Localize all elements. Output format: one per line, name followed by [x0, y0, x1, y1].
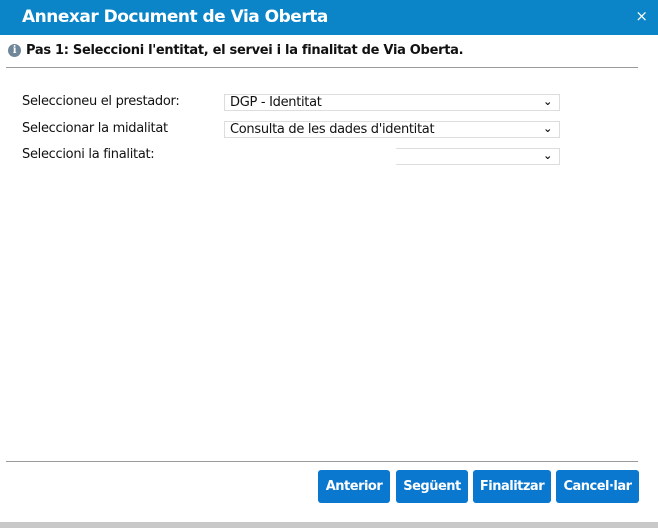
prestador-select[interactable]: DGP - Identitat ⌄ [224, 94, 560, 111]
cancelar-button[interactable]: Cancel·lar [556, 470, 639, 503]
finalitzar-button[interactable]: Finalitzar [473, 470, 551, 503]
prestador-label: Seleccioneu el prestador: [22, 94, 180, 109]
modalitat-value: Consulta de les dades d'identitat [230, 122, 435, 137]
finalitat-select[interactable]: ⌄ [396, 148, 560, 165]
dialog-title: Annexar Document de Via Oberta [22, 7, 328, 27]
step-instruction: i Pas 1: Seleccioni l'entitat, el servei… [8, 43, 464, 58]
step-text: Pas 1: Seleccioni l'entitat, el servei i… [26, 43, 464, 58]
footer-divider [6, 461, 638, 462]
prestador-value: DGP - Identitat [230, 95, 322, 110]
modalitat-select[interactable]: Consulta de les dades d'identitat ⌄ [224, 121, 560, 138]
anterior-button[interactable]: Anterior [318, 470, 390, 503]
info-icon: i [8, 44, 21, 57]
chevron-down-icon: ⌄ [543, 95, 552, 108]
chevron-down-icon: ⌄ [543, 122, 552, 135]
finalitat-label: Seleccioni la finalitat: [22, 147, 155, 162]
modalitat-label: Seleccionar la midalitat [22, 121, 168, 136]
divider [6, 67, 638, 68]
dialog-titlebar: Annexar Document de Via Oberta × [0, 0, 658, 35]
seguent-button[interactable]: Següent [396, 470, 468, 503]
bottom-border [0, 522, 658, 528]
close-icon[interactable]: × [635, 7, 648, 25]
chevron-down-icon: ⌄ [543, 149, 552, 162]
